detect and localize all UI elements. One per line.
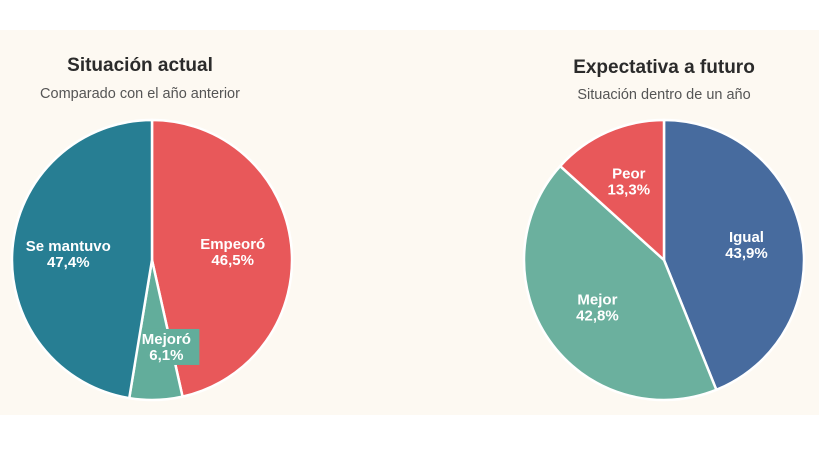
slice-label-name: Empeoró: [200, 236, 265, 253]
chart-2-title: Expectativa a futuro: [573, 57, 755, 78]
slice-label-name: Igual: [729, 229, 764, 246]
slice-label-value: 46,5%: [211, 252, 254, 269]
slice-label-value: 42,8%: [576, 307, 619, 324]
pie-slice-empeoró: [150, 118, 294, 398]
slice-label-value: 13,3%: [608, 182, 651, 199]
slice-label-name: Peor: [612, 166, 646, 183]
chart-1-subtitle: Comparado con el año anterior: [40, 86, 240, 102]
pie-slice-mejor: [522, 164, 718, 402]
chart-1-title: Situación actual: [67, 55, 213, 76]
slice-label-value: 47,4%: [47, 254, 90, 271]
slice-label-value: 43,9%: [725, 245, 768, 262]
slice-label-name: Se mantuvo: [26, 238, 111, 255]
slice-label-background: [133, 328, 200, 365]
slice-label-value: 6,1%: [149, 347, 183, 364]
slice-label-name: Mejor: [577, 291, 617, 308]
slice-label-name: Mejoró: [142, 331, 191, 348]
pie-slice-peor: [558, 118, 666, 262]
pie-slice-se-mantuvo: [10, 118, 154, 400]
pie-slice-igual: [662, 118, 806, 392]
chart-2-subtitle: Situación dentro de un año: [577, 87, 751, 103]
